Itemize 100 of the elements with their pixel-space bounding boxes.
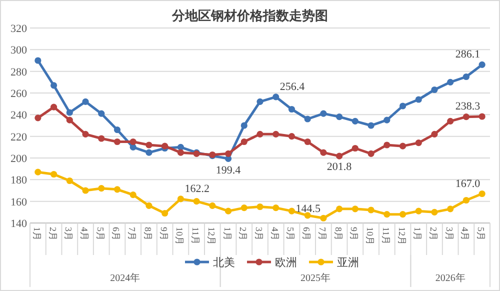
- x-tick-label: 8月: [333, 227, 344, 240]
- point: [114, 186, 121, 193]
- data-label: 238.3: [455, 100, 481, 113]
- chart-title: 分地区钢材价格指数走势图: [171, 8, 328, 23]
- x-tick-label: 1月: [32, 227, 42, 240]
- y-tick-label: 280: [10, 66, 28, 78]
- x-tick-label: 8月: [142, 227, 153, 240]
- point: [288, 106, 296, 113]
- point: [114, 138, 121, 146]
- point: [447, 78, 454, 86]
- point: [66, 177, 73, 184]
- point: [384, 116, 390, 124]
- point: [336, 152, 343, 160]
- point: [368, 150, 374, 157]
- x-tick-label: 4月: [460, 227, 470, 240]
- y-tick-label: 220: [10, 131, 28, 144]
- point: [352, 144, 358, 152]
- point: [320, 149, 327, 156]
- point: [146, 202, 152, 209]
- y-tick-label: 160: [10, 196, 28, 208]
- point: [399, 211, 406, 218]
- point: [399, 102, 406, 110]
- point: [368, 206, 374, 214]
- point: [177, 144, 184, 150]
- x-tick-label: 2月: [238, 227, 248, 240]
- point: [431, 86, 438, 94]
- data-label: 201.8: [326, 161, 352, 174]
- point: [98, 135, 105, 142]
- point: [50, 170, 58, 178]
- point: [34, 168, 42, 176]
- point: [304, 212, 311, 219]
- y-tick-label: 140: [10, 218, 28, 230]
- point: [336, 114, 343, 120]
- point: [82, 187, 89, 194]
- point: [320, 110, 327, 117]
- point: [224, 150, 232, 157]
- point: [130, 138, 136, 146]
- point: [256, 203, 264, 210]
- x-tick-label: 12月: [206, 227, 216, 245]
- point: [256, 130, 264, 138]
- point: [114, 126, 121, 134]
- point: [336, 206, 343, 212]
- x-tick-label: 3月: [254, 227, 264, 240]
- x-tick-label: 3月: [444, 227, 454, 240]
- point: [240, 204, 248, 212]
- x-tick-label: 3月: [64, 227, 74, 240]
- text: 2026年: [435, 272, 466, 284]
- x-tick-label: 1月: [222, 227, 232, 240]
- point: [415, 140, 422, 146]
- data-label: 286.1: [455, 48, 480, 61]
- point: [50, 104, 58, 110]
- point: [431, 208, 438, 216]
- point: [98, 185, 105, 192]
- point: [193, 198, 200, 205]
- point: [256, 98, 264, 105]
- point: [146, 149, 152, 156]
- point: [209, 202, 216, 209]
- point: [177, 149, 184, 156]
- point: [304, 116, 311, 122]
- x-tick-label: 11月: [190, 227, 201, 245]
- point: [462, 73, 470, 80]
- x-tick-label: 6月: [111, 227, 122, 240]
- point: [240, 138, 248, 146]
- point: [447, 206, 454, 212]
- point: [34, 57, 42, 64]
- x-tick-label: 5月: [476, 227, 486, 240]
- point: [50, 82, 58, 89]
- x-tick-label: 6月: [302, 227, 312, 240]
- point: [82, 98, 89, 105]
- point: [399, 142, 406, 150]
- text: 2024年: [110, 272, 140, 284]
- x-tick-label: 2月: [428, 227, 438, 240]
- legend-label: 北美: [213, 256, 235, 269]
- x-tick-label: 10月: [174, 227, 185, 245]
- point: [415, 96, 422, 103]
- point: [272, 94, 280, 100]
- point: [478, 113, 486, 120]
- point: [146, 142, 152, 148]
- point: [352, 206, 358, 212]
- legend-label: 亚洲: [337, 256, 359, 269]
- x-tick-label: 9月: [158, 227, 169, 240]
- y-tick-label: 180: [10, 174, 28, 187]
- point: [462, 114, 470, 120]
- x-tick-label: 10月: [365, 227, 376, 245]
- data-label: 162.2: [184, 182, 210, 195]
- point: [98, 110, 105, 117]
- point: [162, 142, 168, 150]
- y-tick-label: 320: [10, 23, 28, 35]
- point: [272, 130, 280, 138]
- point: [352, 118, 358, 124]
- point: [177, 196, 184, 202]
- point: [82, 130, 89, 138]
- point: [431, 130, 438, 138]
- point: [384, 142, 390, 148]
- x-tick-label: 4月: [80, 227, 90, 240]
- y-tick-label: 260: [10, 88, 28, 100]
- point: [240, 122, 248, 129]
- point: [415, 208, 422, 214]
- point: [66, 109, 73, 116]
- x-tick-label: 9月: [349, 227, 360, 240]
